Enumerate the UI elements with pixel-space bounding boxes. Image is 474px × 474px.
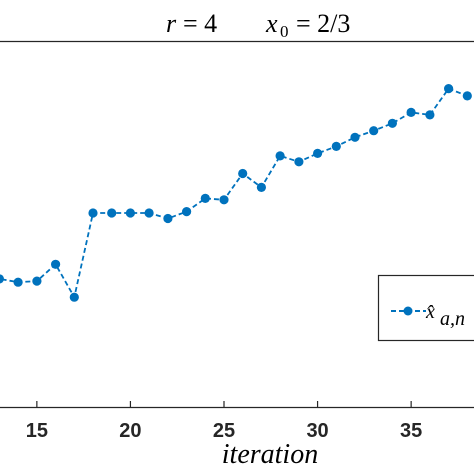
data-point <box>219 195 229 205</box>
title-r-eq: = 4 <box>183 9 217 38</box>
series-line <box>0 87 468 300</box>
data-point <box>369 126 379 136</box>
data-point <box>13 277 23 287</box>
data-point <box>51 259 61 269</box>
data-point <box>425 110 435 120</box>
data-point <box>32 276 42 286</box>
legend-label-sub: a,n <box>440 308 465 330</box>
legend-box <box>377 274 474 342</box>
x-axis-ticks: 15 20 25 30 35 <box>26 401 422 442</box>
data-point <box>444 84 454 94</box>
data-point <box>200 193 210 203</box>
data-point <box>313 148 323 158</box>
data-point <box>275 151 285 161</box>
data-point <box>462 91 472 101</box>
legend-marker <box>403 306 413 316</box>
data-point <box>238 168 248 179</box>
data-point <box>88 208 98 218</box>
legend: x̂ a,n <box>377 274 474 342</box>
data-point <box>107 208 117 218</box>
data-point <box>256 182 266 192</box>
data-point <box>163 213 173 224</box>
x-tick-label: 30 <box>306 420 328 442</box>
data-point <box>0 274 4 284</box>
title-x-eq: = 2/3 <box>296 9 350 38</box>
series-layer <box>0 84 472 302</box>
data-point <box>144 208 154 218</box>
x-axis-label: iteration <box>222 439 318 470</box>
x-tick-label: 15 <box>26 420 48 442</box>
data-point <box>331 141 341 151</box>
title-r-var: r <box>166 9 177 38</box>
x-tick-label: 25 <box>213 420 235 442</box>
data-point <box>182 207 192 217</box>
data-point <box>69 292 79 302</box>
plot-frame <box>0 40 474 409</box>
data-point <box>406 107 416 117</box>
legend-label-base: x̂ <box>425 301 435 323</box>
data-point <box>387 118 397 128</box>
chart-title: r = 4 x 0 = 2/3 <box>166 9 350 41</box>
data-point <box>294 157 304 167</box>
x-tick-label: 35 <box>400 420 422 442</box>
data-point <box>125 208 135 218</box>
title-x-var: x <box>265 9 278 38</box>
title-x-sub: 0 <box>280 22 289 41</box>
x-tick-label: 20 <box>119 420 141 442</box>
data-point <box>350 132 360 142</box>
